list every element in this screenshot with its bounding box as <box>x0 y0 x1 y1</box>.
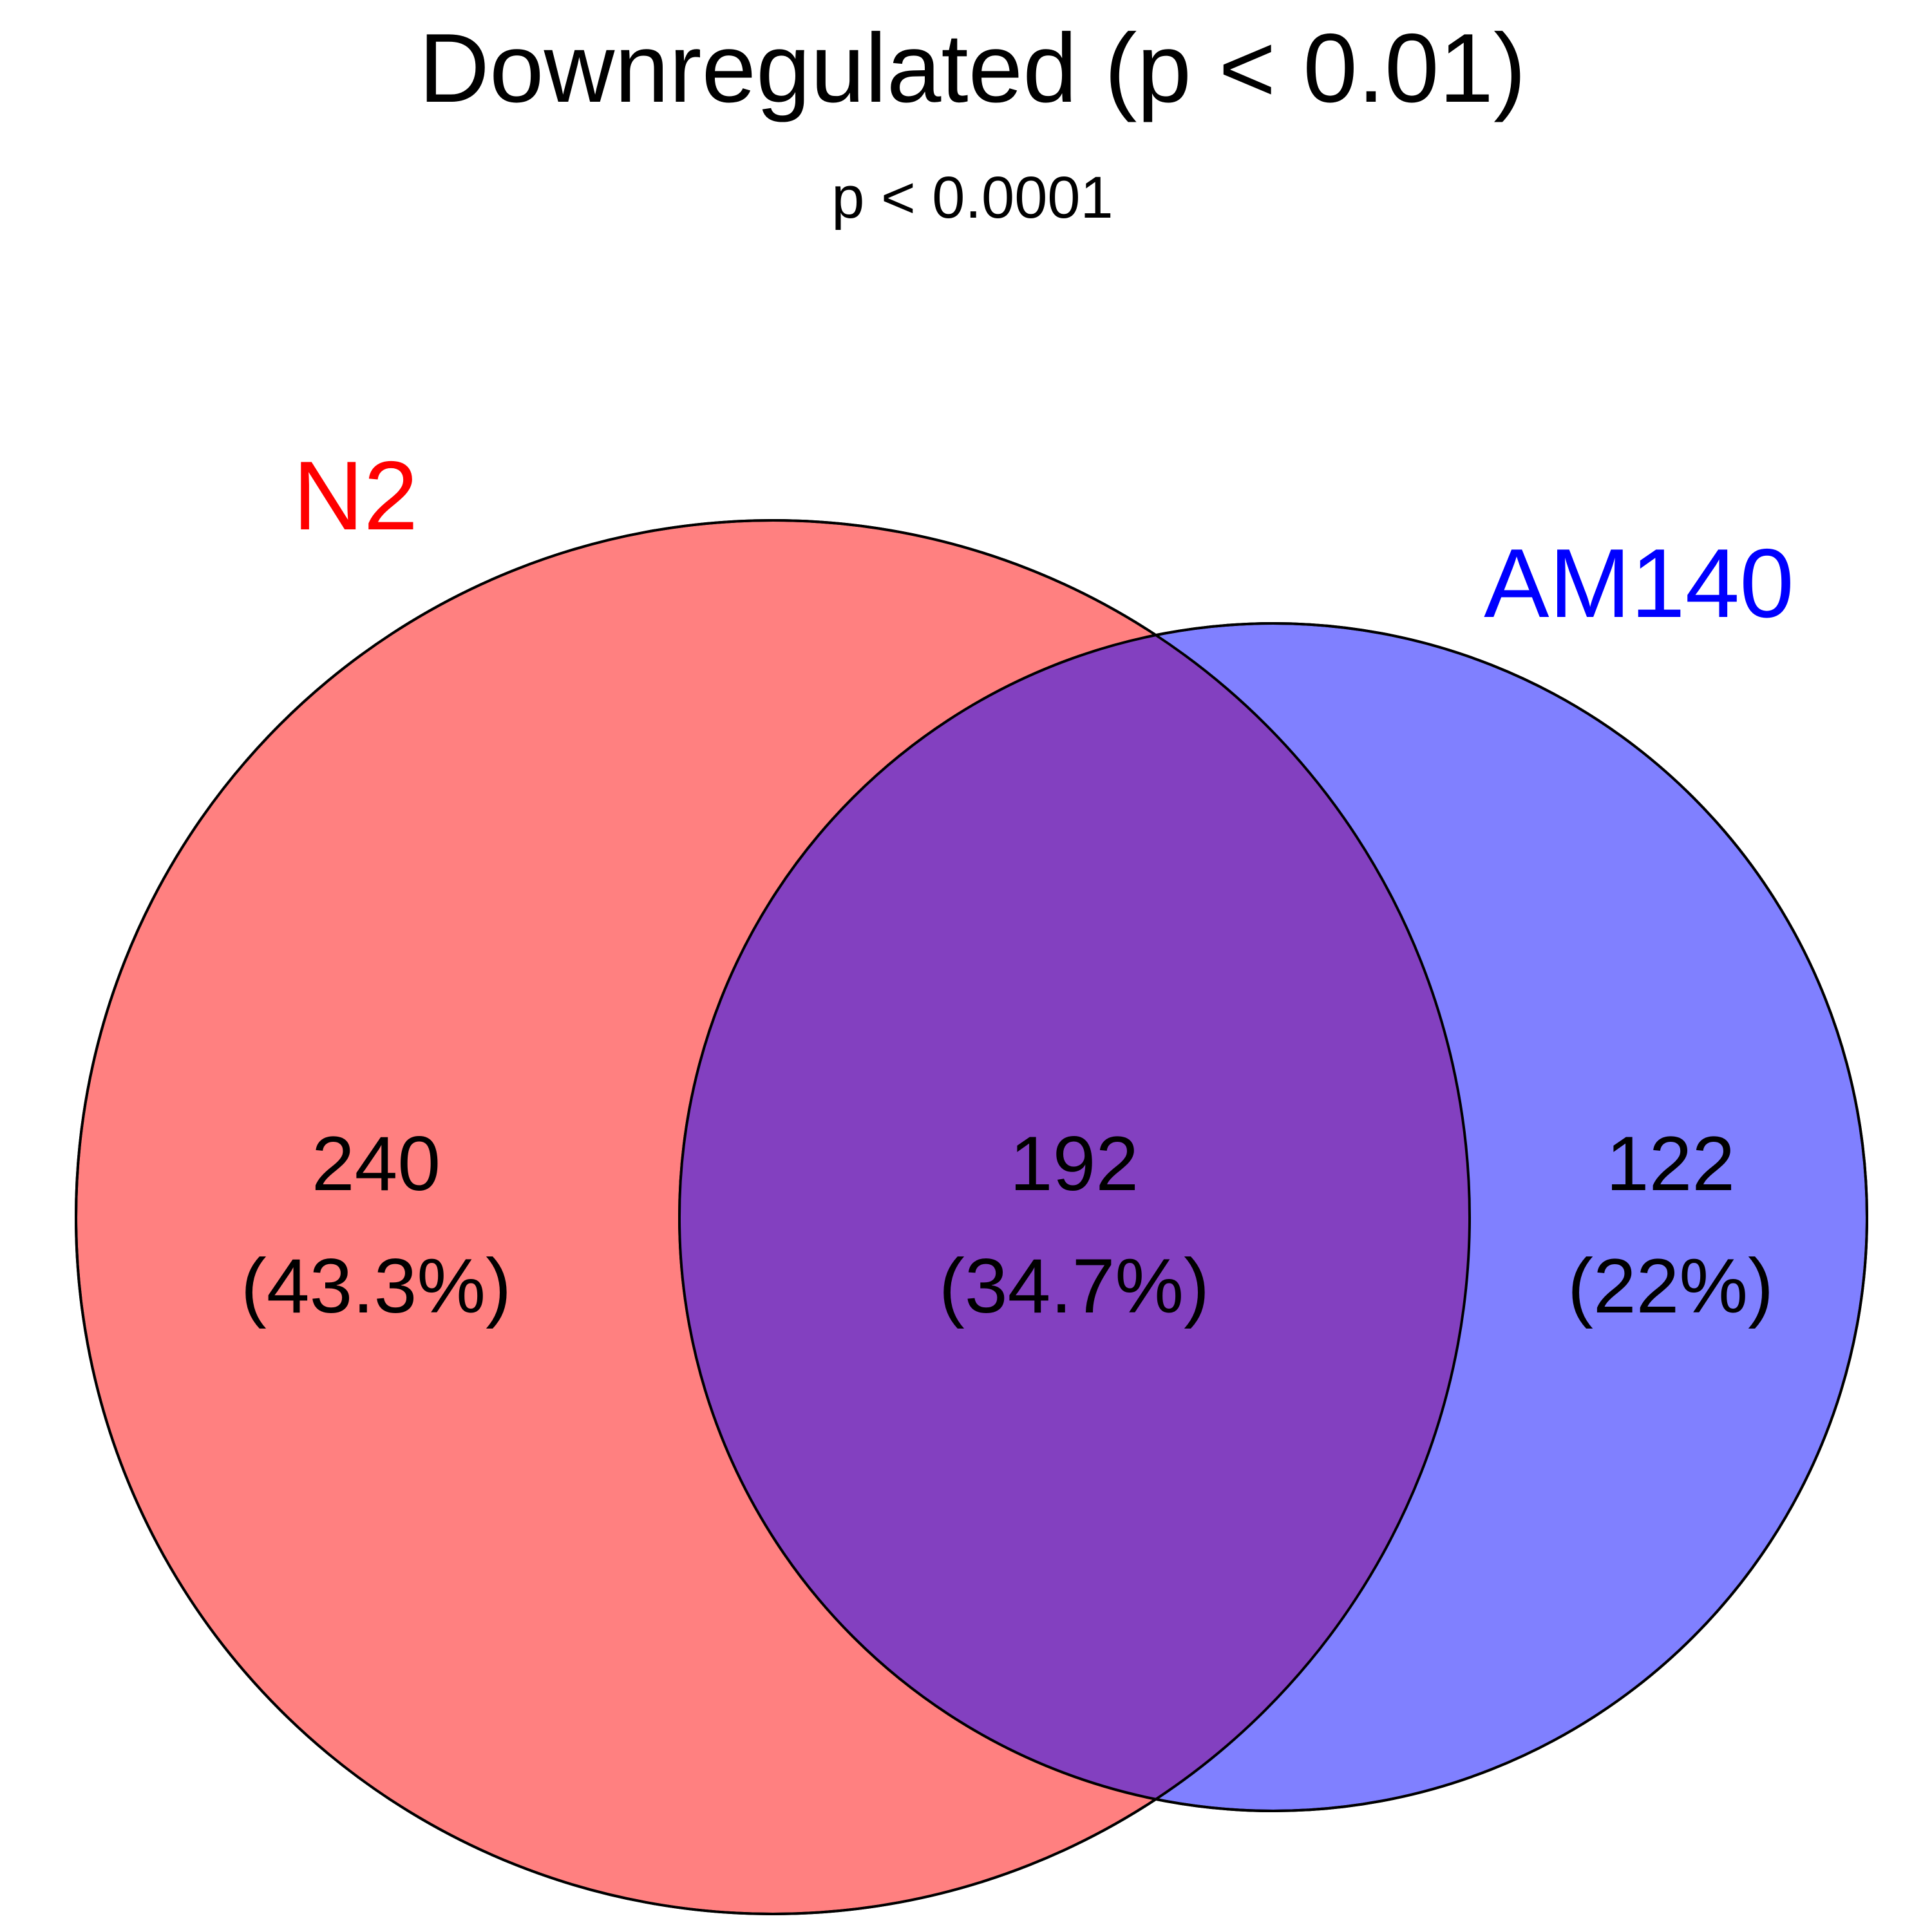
am140-only-count: 122 <box>1606 1121 1735 1207</box>
overlap-count: 192 <box>1010 1121 1139 1207</box>
n2-set-label: N2 <box>293 441 418 551</box>
n2-set-outline <box>75 519 1471 1915</box>
overlap-percent: (34.7%) <box>939 1243 1209 1329</box>
am140-only-percent: (22%) <box>1567 1243 1774 1329</box>
chart-subtitle: p < 0.0001 <box>831 165 1113 231</box>
n2-only-count: 240 <box>312 1121 440 1207</box>
n2-only-percent: (43.3%) <box>241 1243 511 1329</box>
chart-title: Downregulated (p < 0.01) <box>419 14 1526 123</box>
am140-set-label: AM140 <box>1484 529 1794 638</box>
overlap-region <box>679 623 1470 1811</box>
am140-set-outline <box>678 622 1868 1812</box>
